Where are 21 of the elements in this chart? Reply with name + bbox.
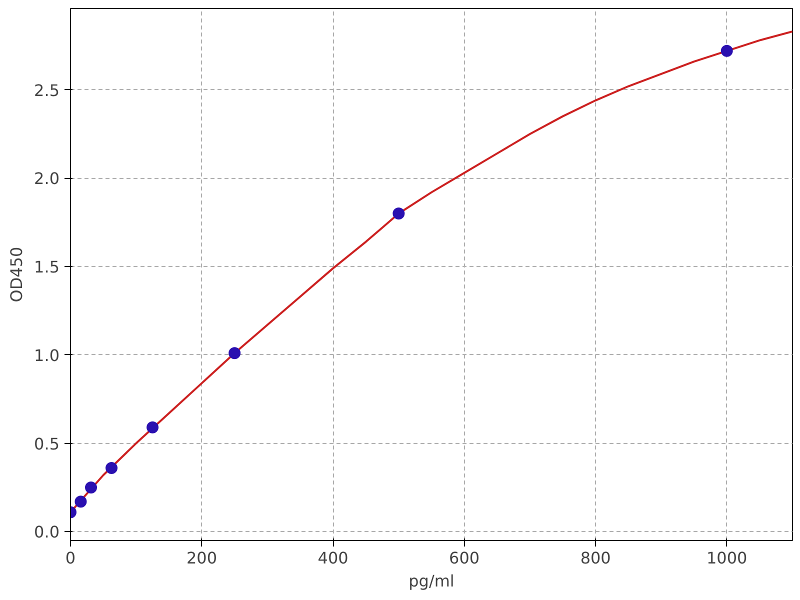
x-tick-label: 200 [186, 548, 218, 568]
y-tick-label: 0.0 [34, 522, 60, 542]
point [74, 496, 87, 508]
x-tick-label: 800 [580, 548, 611, 568]
point [85, 481, 98, 494]
point [392, 208, 405, 220]
x-tick-label: 400 [318, 548, 348, 568]
point [106, 462, 118, 474]
x-tick-label: 600 [449, 548, 480, 568]
y-tick-label: 1.0 [34, 346, 60, 365]
point [228, 347, 241, 360]
point [146, 421, 159, 434]
x-axis-title: pg/ml [408, 572, 454, 590]
y-tick-label: 2.5 [34, 80, 60, 100]
y-tick-label: 0.5 [34, 434, 60, 454]
point [720, 44, 733, 57]
y-tick-label: 1.5 [34, 258, 60, 277]
y-tick-label: 2.0 [34, 169, 60, 188]
y-axis-title: OD450 [7, 246, 26, 302]
x-tick-label: 1000 [706, 548, 748, 568]
x-tick-label: 0 [65, 548, 76, 568]
